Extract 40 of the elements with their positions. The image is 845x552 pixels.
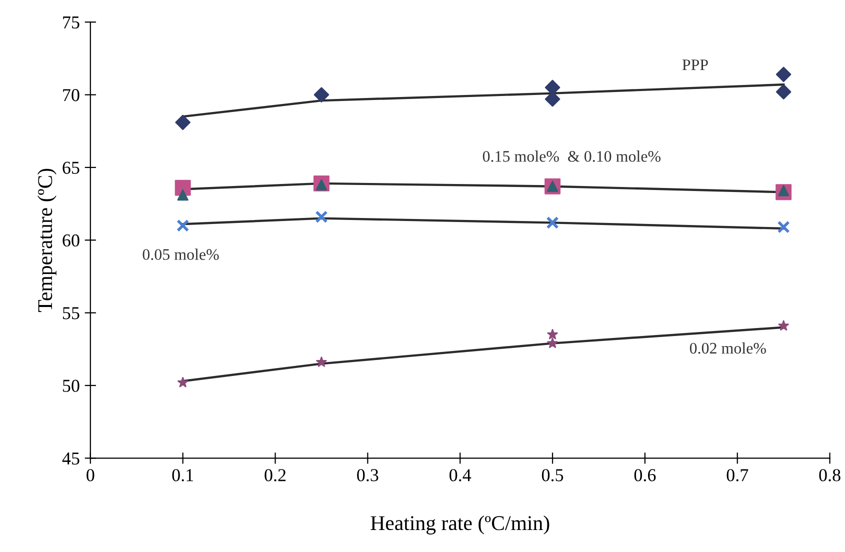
y-axis-title: Temperature (ºC)	[37, 168, 56, 312]
y-tick-label: 50	[62, 380, 80, 392]
point	[176, 219, 190, 232]
annotation: 0.05 mole%	[142, 248, 219, 260]
point	[777, 220, 790, 234]
x-tick-label: 0.2	[264, 469, 286, 482]
x-tick-label: 0.1	[172, 469, 194, 482]
y-tick-label: 75	[63, 16, 80, 29]
y-tick-label: 65	[62, 162, 80, 174]
point	[776, 66, 792, 82]
y-tick-label: 55	[62, 307, 80, 320]
x-tick-label: 0.8	[819, 469, 840, 482]
y-tick-label: 60	[62, 234, 80, 247]
point	[315, 210, 328, 224]
x-tick-label: 0.5	[542, 469, 564, 482]
point	[177, 189, 188, 201]
y-tick-label: 70	[63, 89, 80, 102]
point	[544, 80, 560, 96]
point	[776, 84, 792, 100]
annotation: PPP	[682, 60, 708, 70]
point	[314, 87, 330, 102]
point	[547, 329, 558, 340]
x-tick-label: 0.3	[357, 469, 378, 482]
x-tick-label: 0	[86, 469, 94, 482]
line-series	[182, 217, 785, 230]
point	[544, 91, 560, 107]
x-tick-label: 0.7	[726, 469, 748, 482]
point	[177, 376, 188, 388]
y-tick-label: 45	[62, 452, 80, 465]
x-tick-label: 0.4	[450, 469, 472, 482]
annotation: 0.02 mole%	[690, 342, 766, 354]
point	[778, 320, 789, 331]
annotation: 0.15 mole% & 0.10 mole%	[482, 150, 661, 162]
x-axis-title: Heating rate (ºC/min)	[370, 516, 550, 534]
point	[546, 216, 559, 229]
x-tick-label: 0.6	[634, 469, 656, 482]
point	[547, 338, 558, 348]
point	[316, 356, 327, 367]
point	[174, 180, 191, 196]
point	[175, 114, 190, 130]
